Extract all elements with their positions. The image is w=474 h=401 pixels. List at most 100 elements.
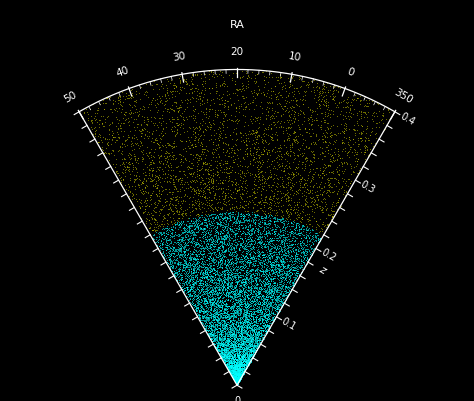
Point — [228, 354, 236, 360]
Point — [206, 332, 214, 338]
Point — [346, 134, 353, 140]
Point — [365, 97, 373, 103]
Point — [281, 259, 288, 265]
Point — [322, 164, 329, 170]
Point — [188, 250, 196, 257]
Point — [160, 203, 168, 209]
Point — [237, 325, 245, 332]
Point — [155, 229, 163, 235]
Point — [225, 365, 233, 371]
Point — [249, 322, 257, 328]
Point — [267, 264, 274, 270]
Point — [249, 271, 257, 277]
Point — [209, 208, 217, 214]
Point — [101, 118, 109, 125]
Point — [202, 296, 210, 303]
Point — [268, 253, 275, 259]
Point — [240, 324, 247, 330]
Point — [249, 238, 256, 244]
Point — [223, 321, 230, 327]
Point — [221, 257, 229, 263]
Point — [225, 328, 232, 334]
Point — [191, 265, 199, 271]
Point — [247, 358, 255, 365]
Point — [255, 158, 263, 164]
Point — [240, 344, 247, 351]
Point — [206, 288, 214, 294]
Point — [257, 302, 264, 308]
Point — [185, 180, 192, 187]
Point — [250, 304, 258, 310]
Point — [218, 290, 225, 296]
Point — [292, 264, 300, 271]
Point — [278, 196, 285, 203]
Point — [309, 184, 317, 190]
Point — [114, 125, 122, 131]
Point — [241, 359, 249, 365]
Point — [229, 365, 237, 371]
Point — [255, 212, 262, 219]
Point — [289, 280, 296, 286]
Point — [287, 240, 294, 247]
Point — [189, 286, 196, 292]
Point — [215, 259, 222, 265]
Point — [246, 301, 253, 308]
Point — [158, 239, 166, 246]
Point — [255, 146, 263, 152]
Point — [193, 271, 201, 278]
Point — [111, 98, 118, 104]
Point — [287, 269, 295, 275]
Point — [233, 381, 241, 388]
Point — [273, 232, 281, 238]
Point — [252, 130, 260, 136]
Point — [237, 219, 245, 225]
Point — [301, 125, 309, 132]
Point — [229, 316, 237, 323]
Point — [205, 171, 213, 178]
Point — [267, 187, 275, 194]
Point — [243, 351, 250, 358]
Point — [236, 377, 243, 384]
Point — [243, 324, 251, 331]
Point — [289, 253, 296, 259]
Point — [272, 297, 280, 303]
Point — [152, 217, 159, 223]
Point — [246, 232, 254, 239]
Point — [278, 209, 285, 215]
Point — [225, 297, 232, 303]
Point — [286, 285, 294, 292]
Point — [186, 257, 193, 263]
Point — [227, 316, 235, 323]
Point — [255, 291, 263, 298]
Point — [90, 125, 98, 132]
Point — [326, 140, 334, 147]
Point — [180, 229, 188, 235]
Point — [272, 155, 279, 162]
Point — [252, 339, 259, 345]
Point — [232, 254, 240, 260]
Point — [226, 274, 234, 281]
Point — [219, 249, 226, 255]
Point — [230, 353, 238, 360]
Point — [229, 315, 237, 321]
Point — [263, 288, 270, 294]
Point — [173, 239, 181, 245]
Point — [251, 253, 258, 260]
Point — [230, 333, 237, 339]
Point — [182, 114, 190, 120]
Point — [231, 346, 239, 352]
Point — [302, 87, 310, 94]
Point — [195, 190, 202, 196]
Point — [295, 178, 303, 184]
Point — [190, 296, 198, 302]
Point — [228, 368, 235, 374]
Point — [328, 107, 335, 113]
Point — [244, 279, 252, 285]
Point — [241, 217, 249, 223]
Point — [242, 231, 249, 237]
Point — [228, 319, 236, 326]
Point — [194, 223, 202, 229]
Point — [199, 283, 207, 289]
Point — [230, 360, 237, 366]
Point — [216, 297, 224, 303]
